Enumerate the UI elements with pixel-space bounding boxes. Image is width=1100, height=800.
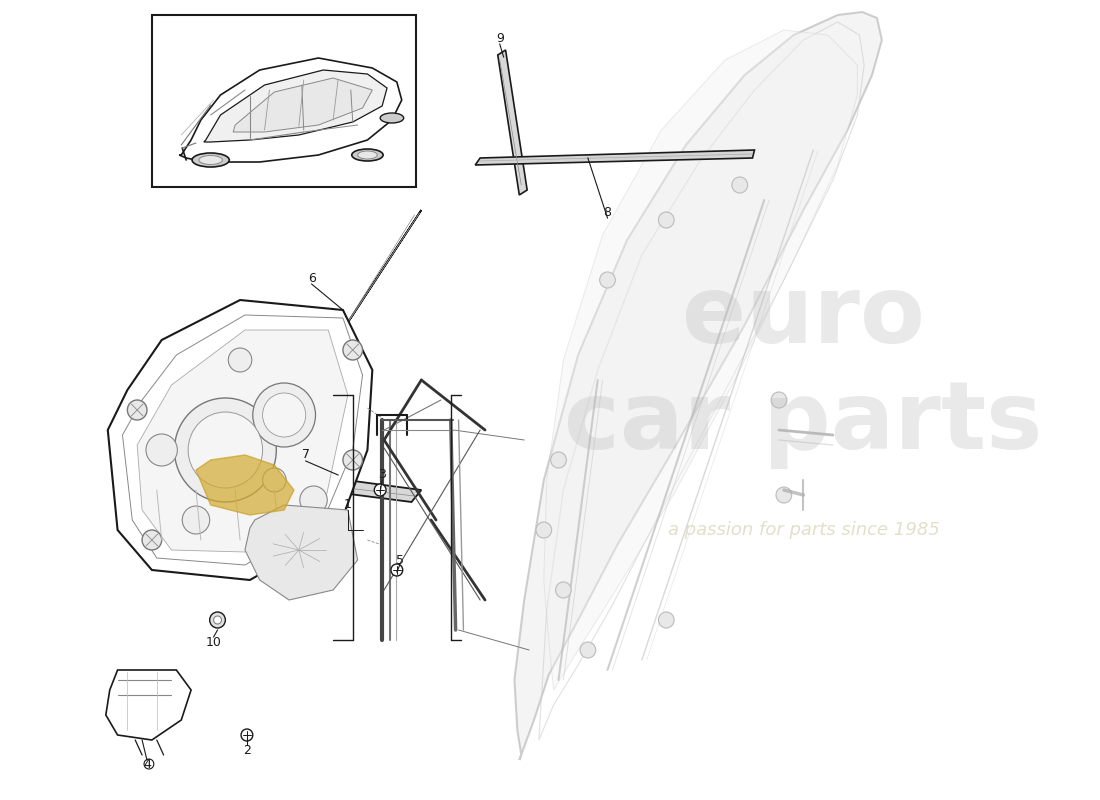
Text: 5: 5 [396,554,404,566]
Text: 2: 2 [243,743,251,757]
Ellipse shape [352,149,383,161]
Circle shape [343,450,363,470]
Polygon shape [543,30,857,690]
Circle shape [146,434,177,466]
Polygon shape [245,505,358,600]
Text: a passion for parts since 1985: a passion for parts since 1985 [668,521,939,539]
Circle shape [343,340,363,360]
Circle shape [659,612,674,628]
Circle shape [263,393,306,437]
Polygon shape [179,58,402,162]
Ellipse shape [199,155,222,165]
Ellipse shape [192,153,229,167]
Text: 10: 10 [206,635,221,649]
Circle shape [253,383,316,447]
Bar [152,15,417,187]
Polygon shape [498,50,527,195]
Ellipse shape [381,113,404,123]
Polygon shape [515,12,882,760]
Circle shape [556,582,571,598]
Text: 9: 9 [496,31,504,45]
Text: 3: 3 [378,469,386,482]
Circle shape [659,212,674,228]
Circle shape [144,759,154,769]
Circle shape [183,506,210,534]
Circle shape [732,177,748,193]
Circle shape [142,530,162,550]
Text: 7: 7 [301,449,310,462]
Polygon shape [108,300,372,580]
Polygon shape [138,330,348,552]
Text: 1: 1 [344,498,352,511]
Circle shape [551,452,566,468]
Circle shape [263,468,286,492]
Circle shape [175,398,276,502]
Polygon shape [304,210,421,390]
Circle shape [213,616,221,624]
Circle shape [374,484,386,496]
Polygon shape [196,455,294,515]
Polygon shape [475,150,755,165]
Text: euro
car parts: euro car parts [564,270,1043,469]
Circle shape [229,348,252,372]
Circle shape [776,487,792,503]
Polygon shape [204,70,387,142]
Circle shape [300,486,328,514]
Ellipse shape [358,151,377,159]
Circle shape [600,272,615,288]
Circle shape [580,642,596,658]
Polygon shape [201,462,421,502]
Text: 8: 8 [604,206,612,219]
Circle shape [210,612,225,628]
Circle shape [241,729,253,741]
Circle shape [128,400,147,420]
Text: 4: 4 [143,758,151,771]
Circle shape [188,412,263,488]
Circle shape [390,564,403,576]
Circle shape [771,392,786,408]
Text: 6: 6 [308,271,316,285]
Polygon shape [106,670,191,740]
Circle shape [536,522,551,538]
Polygon shape [233,78,372,132]
